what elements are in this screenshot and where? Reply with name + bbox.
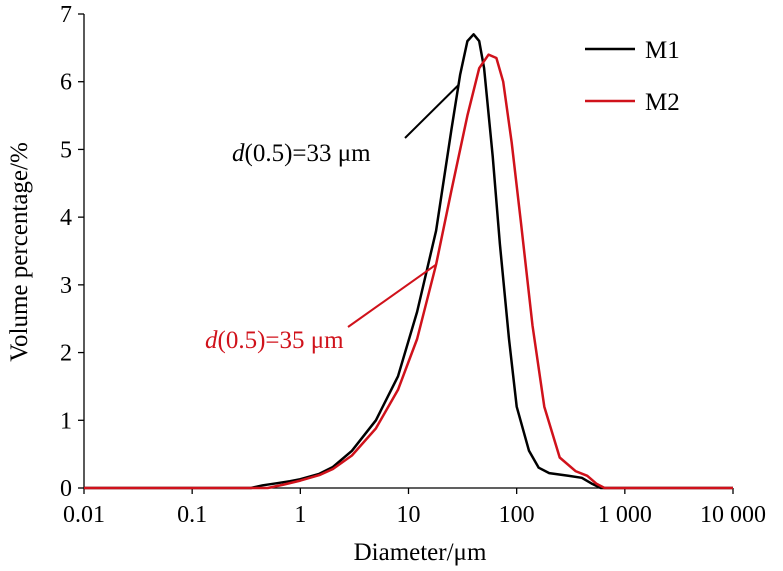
x-tick-label: 10 [397,502,421,528]
annotation-m2-leader [347,263,437,328]
series-line-m1 [84,33,733,490]
legend-m2-label: M2 [645,89,680,116]
series-line-m2 [84,53,733,490]
x-tick-label: 0.01 [63,502,105,528]
y-tick-label: 3 [60,273,72,299]
x-tick-label: 10 000 [700,502,766,528]
x-tick-label: 0.1 [177,502,207,528]
legend-m1-label: M1 [645,37,680,64]
x-tick-label: 100 [499,502,535,528]
y-tick-label: 5 [60,137,72,163]
x-ticks: 0.01 0.1 1 10 100 1 000 10 000 [63,488,766,528]
annotation-m1-label: d(0.5)=33 μm [232,140,371,167]
y-tick-label: 6 [60,70,72,96]
y-tick-label: 0 [60,476,72,502]
y-tick-label: 1 [60,408,72,434]
y-tick-label: 2 [60,341,72,367]
y-ticks: 0 1 2 3 4 5 6 7 [60,2,84,502]
legend: M1 M2 [585,37,680,116]
y-tick-label: 7 [60,2,72,28]
axes [83,14,733,489]
y-axis-title: Volume percentage/% [6,142,33,362]
series-lines [84,33,733,490]
annotation-m2-rest: (0.5)=35 μm [218,327,345,354]
annotation-m1-italic: d [232,140,245,167]
annotation-m1-rest: (0.5)=33 μm [245,140,372,167]
x-axis-title: Diameter/μm [354,539,487,566]
y-tick-label: 4 [60,205,72,231]
annotation-m2-italic: d [205,327,218,354]
x-tick-label: 1 000 [598,502,652,528]
x-tick-label: 1 [294,502,306,528]
annotation-m2-label: d(0.5)=35 μm [205,327,344,354]
annotation-leaders [347,84,460,328]
annotation-m1-leader [404,84,460,139]
